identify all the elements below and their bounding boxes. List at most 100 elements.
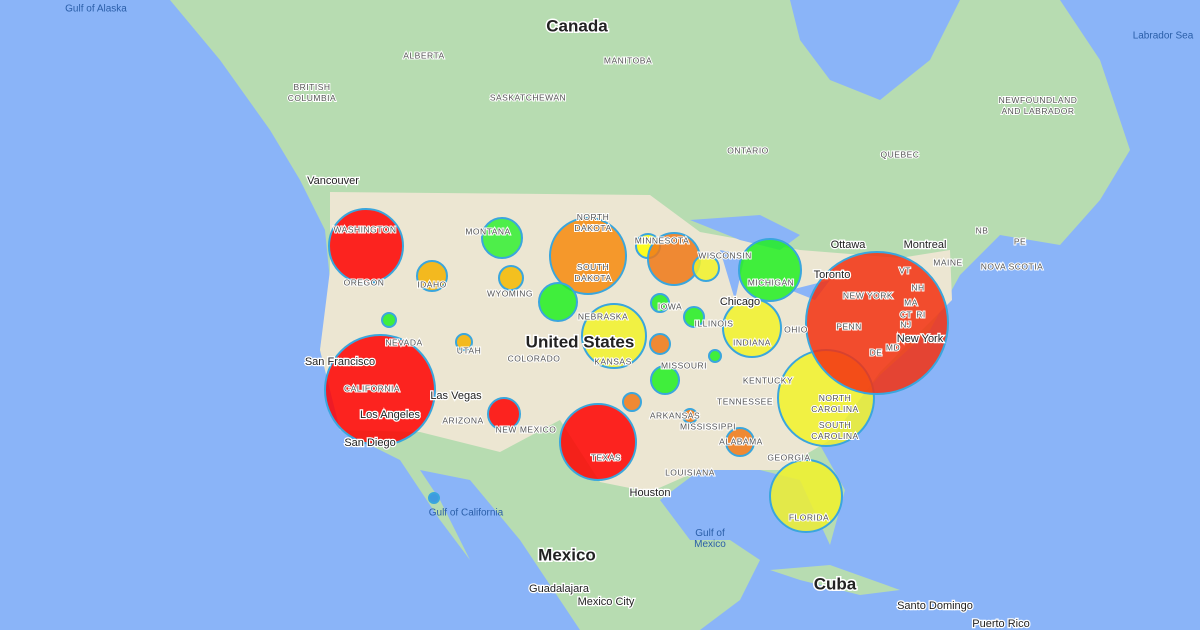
region-label: SASKATCHEWAN <box>490 92 566 102</box>
country-label: Cuba <box>814 574 857 593</box>
region-label: MD <box>886 342 900 352</box>
region-label: ARKANSAS <box>650 410 700 420</box>
bubble[interactable] <box>455 333 473 351</box>
region-label: OHIO <box>784 324 808 334</box>
region-label: GEORGIA <box>767 452 810 462</box>
bubble[interactable] <box>324 334 436 446</box>
region-label: DAKOTA <box>574 223 611 233</box>
city-label: Puerto Rico <box>972 618 1029 630</box>
bubble[interactable] <box>381 312 397 328</box>
region-label: NOVA SCOTIA <box>981 261 1044 271</box>
bubble[interactable] <box>805 251 949 395</box>
bubble[interactable] <box>722 298 782 358</box>
region-label: CT <box>900 309 912 319</box>
country-label: Mexico <box>538 545 596 564</box>
region-label: WISCONSIN <box>698 250 752 260</box>
region-label: IDAHO <box>417 279 446 289</box>
region-label: ILLINOIS <box>695 318 734 328</box>
region-label: COLUMBIA <box>288 93 336 103</box>
region-label: ONTARIO <box>727 145 769 155</box>
bubble[interactable] <box>538 282 578 322</box>
water-label: Gulf of California <box>429 508 504 519</box>
region-label: CAROLINA <box>811 431 858 441</box>
region-label: CALIFORNIA <box>344 383 400 393</box>
region-label: VT <box>899 265 911 275</box>
bubble[interactable] <box>328 208 404 284</box>
region-label: PE <box>1014 236 1026 246</box>
bubble[interactable] <box>769 459 843 533</box>
region-label: KANSAS <box>594 356 632 366</box>
region-label: MA <box>904 297 918 307</box>
bubbles <box>324 208 949 533</box>
region-label: OREGON <box>344 277 385 287</box>
hudson-bay <box>790 0 960 100</box>
city-label: San Diego <box>344 437 395 449</box>
bubble[interactable] <box>416 260 448 292</box>
city-label: Chicago <box>720 296 760 308</box>
region-label: MINNESOTA <box>635 235 689 245</box>
bubble[interactable] <box>487 397 521 431</box>
region-label: NORTH <box>577 212 610 222</box>
bubble[interactable] <box>650 365 680 395</box>
city-label: Ottawa <box>831 239 867 251</box>
bubble[interactable] <box>559 403 637 481</box>
bubble[interactable] <box>683 306 705 328</box>
cuba <box>770 565 900 595</box>
region-label: NEWFOUNDLAND <box>999 95 1078 105</box>
region-label: MANITOBA <box>604 55 652 65</box>
region-label: MONTANA <box>465 226 510 236</box>
region-label: CAROLINA <box>811 404 858 414</box>
region-label: LOUISIANA <box>665 467 715 477</box>
region-label: MICHIGAN <box>748 277 795 287</box>
country-label: Canada <box>546 16 608 35</box>
region-label: FLORIDA <box>789 512 829 522</box>
region-label: NEW MEXICO <box>496 424 557 434</box>
region-label: NORTH <box>819 393 852 403</box>
bubble[interactable] <box>481 217 523 259</box>
region-label: RI <box>916 309 926 319</box>
city-label: Guadalajara <box>529 583 590 595</box>
bubble[interactable] <box>708 349 722 363</box>
bubble[interactable] <box>738 238 802 302</box>
country-label: United States <box>526 332 635 351</box>
labels: Canada United States Mexico Cuba Gulf of Ala… <box>65 4 1194 632</box>
bubble[interactable] <box>650 293 670 313</box>
bubble[interactable] <box>692 254 720 282</box>
city-label: Las Vegas <box>430 390 482 402</box>
bubble[interactable] <box>549 217 627 295</box>
region-label: DE <box>870 347 883 357</box>
region-label: IOWA <box>658 301 682 311</box>
city-label: Vancouver <box>307 175 359 187</box>
bubble[interactable] <box>498 265 524 291</box>
city-label: New York <box>897 333 944 345</box>
bubble[interactable] <box>682 408 698 424</box>
region-label: QUEBEC <box>881 149 920 159</box>
bubble[interactable] <box>622 392 642 412</box>
water-label: Labrador Sea <box>1133 31 1194 42</box>
city-label: Montreal <box>904 239 947 251</box>
city-label: Houston <box>630 487 671 499</box>
bubble[interactable] <box>581 303 647 369</box>
city-label: Mexico City <box>578 596 635 608</box>
bubble[interactable] <box>649 333 671 355</box>
region-label: UTAH <box>457 345 482 355</box>
bubble[interactable] <box>725 427 755 457</box>
water-label: Gulf of <box>695 528 725 539</box>
region-label: PENN <box>836 321 862 331</box>
region-label: BRITISH <box>293 82 330 92</box>
region-label: SOUTH <box>577 262 609 272</box>
bubble[interactable] <box>428 492 440 504</box>
water-label: Gulf of Alaska <box>65 4 127 15</box>
water-label: Mexico <box>694 539 726 550</box>
region-label: MAINE <box>933 257 962 267</box>
region-label: AND LABRADOR <box>1001 106 1074 116</box>
region-label: NEVADA <box>385 337 422 347</box>
region-label: NEW YORK <box>843 290 893 300</box>
region-label: KENTUCKY <box>743 375 793 385</box>
region-label: NB <box>976 225 989 235</box>
region-label: TEXAS <box>591 452 621 462</box>
region-label: ARIZONA <box>442 415 483 425</box>
region-label: NEBRASKA <box>578 311 628 321</box>
